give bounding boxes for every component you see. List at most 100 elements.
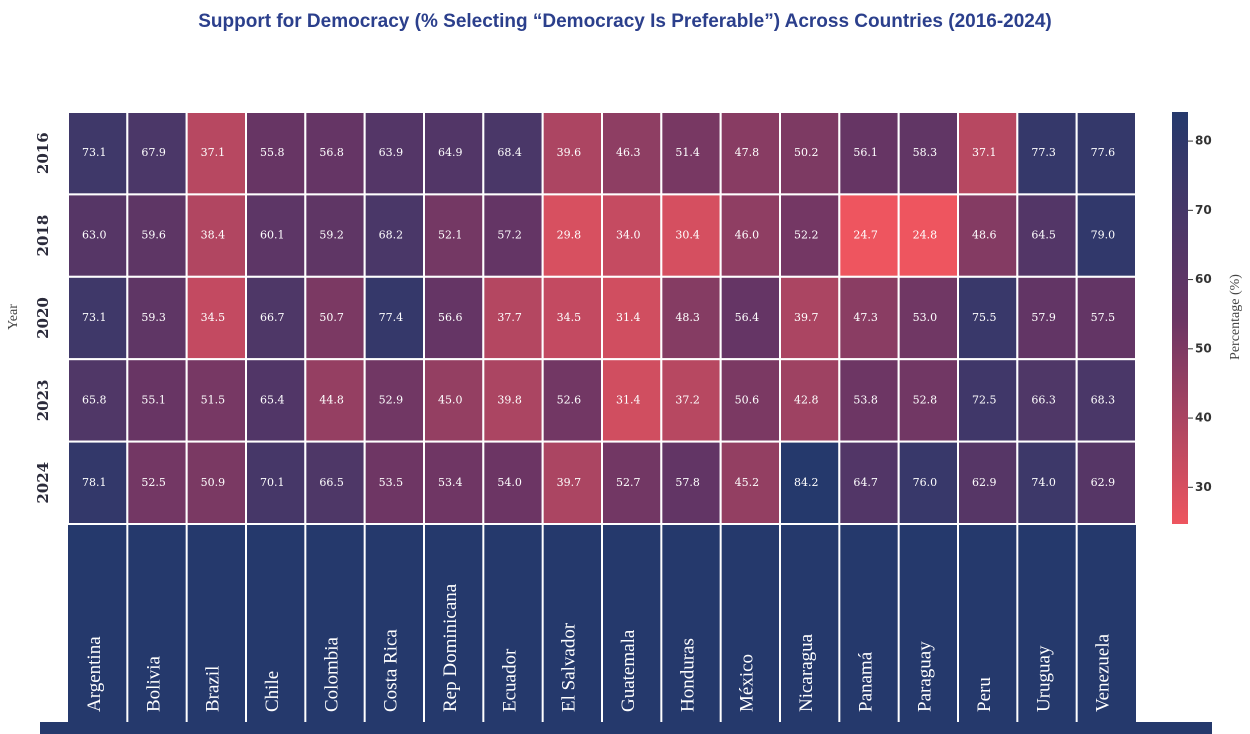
cell-label: 45.2 bbox=[735, 476, 760, 489]
cell-label: 31.4 bbox=[616, 393, 641, 406]
colorbar-label: Percentage (%) bbox=[1228, 274, 1243, 360]
heatmap-cell bbox=[1075, 358, 1137, 443]
heatmap-cell bbox=[245, 358, 307, 443]
cell-label: 31.4 bbox=[616, 311, 641, 324]
heatmap-cell bbox=[67, 111, 129, 196]
x-tick-label: Rep Dominicana bbox=[440, 583, 461, 712]
x-tick-label: Bolivia bbox=[143, 655, 164, 712]
heatmap-cell bbox=[482, 193, 544, 278]
cell-label: 57.8 bbox=[675, 476, 700, 489]
cell-label: 58.3 bbox=[913, 146, 938, 159]
cell-label: 39.6 bbox=[557, 146, 582, 159]
cell-label: 48.6 bbox=[972, 229, 997, 242]
heatmap-cell bbox=[67, 193, 129, 278]
cell-label: 79.0 bbox=[1091, 229, 1116, 242]
colorbar-tick-label: 70 bbox=[1195, 203, 1212, 217]
x-tick-label: Argentina bbox=[84, 636, 105, 712]
cell-label: 51.4 bbox=[675, 146, 700, 159]
heatmap-cell bbox=[245, 440, 307, 526]
y-tick-label: 2016 bbox=[34, 132, 52, 174]
cell-label: 59.3 bbox=[141, 311, 166, 324]
cell-label: 38.4 bbox=[201, 229, 226, 242]
cell-label: 56.8 bbox=[319, 146, 344, 159]
cell-label: 54.0 bbox=[497, 476, 522, 489]
heatmap-cell bbox=[838, 440, 900, 526]
cell-label: 44.8 bbox=[319, 393, 344, 406]
cell-label: 50.2 bbox=[794, 146, 819, 159]
cell-label: 62.9 bbox=[972, 476, 997, 489]
heatmap-cell bbox=[779, 440, 841, 526]
cell-label: 34.5 bbox=[201, 311, 226, 324]
cell-label: 48.3 bbox=[675, 311, 700, 324]
x-tick-label: El Salvador bbox=[559, 622, 580, 712]
heatmap-cell bbox=[126, 358, 188, 443]
y-tick-label: 2024 bbox=[34, 462, 52, 504]
cell-label: 66.7 bbox=[260, 311, 285, 324]
cell-label: 46.0 bbox=[735, 229, 760, 242]
cell-label: 73.1 bbox=[82, 146, 107, 159]
heatmap-cell bbox=[541, 275, 604, 361]
x-tick-label: Costa Rica bbox=[381, 629, 402, 712]
heatmap-cell bbox=[363, 358, 425, 443]
cell-label: 52.7 bbox=[616, 476, 641, 489]
x-tick-label: Guatemala bbox=[618, 629, 639, 712]
x-tick-label: Peru bbox=[974, 677, 995, 712]
heatmap-cell bbox=[719, 275, 782, 361]
cell-label: 76.0 bbox=[913, 476, 938, 489]
cell-label: 62.9 bbox=[1091, 476, 1116, 489]
heatmap-cell bbox=[897, 275, 960, 361]
cell-label: 70.1 bbox=[260, 476, 285, 489]
cell-label: 39.8 bbox=[497, 393, 522, 406]
heatmap-cell bbox=[126, 111, 188, 196]
heatmap-cell bbox=[482, 440, 544, 526]
cell-label: 60.1 bbox=[260, 229, 285, 242]
cell-label: 56.4 bbox=[735, 311, 760, 324]
heatmap-cell bbox=[185, 275, 248, 361]
cell-label: 37.1 bbox=[201, 146, 226, 159]
cell-label: 68.3 bbox=[1091, 393, 1116, 406]
x-tick-label: Chile bbox=[262, 671, 283, 712]
cell-label: 77.6 bbox=[1091, 146, 1116, 159]
cell-label: 57.2 bbox=[497, 229, 522, 242]
heatmap-cell bbox=[660, 358, 722, 443]
x-tick-label: Paraguay bbox=[915, 641, 936, 712]
heatmap-cell bbox=[304, 358, 366, 443]
cell-label: 68.4 bbox=[497, 146, 522, 159]
heatmap-cell bbox=[363, 193, 425, 278]
heatmap-cell bbox=[185, 111, 248, 196]
cell-label: 77.4 bbox=[379, 311, 404, 324]
heatmap-cell bbox=[423, 440, 485, 526]
colorbar-tick-label: 30 bbox=[1195, 480, 1212, 494]
cell-label: 59.6 bbox=[141, 229, 166, 242]
cell-label: 39.7 bbox=[794, 311, 819, 324]
x-tick-label: Ecuador bbox=[499, 648, 520, 712]
heatmap-cell bbox=[541, 111, 604, 196]
heatmap-cell bbox=[897, 111, 960, 196]
heatmap-cell bbox=[541, 358, 604, 443]
cell-label: 52.6 bbox=[557, 393, 582, 406]
cell-label: 24.8 bbox=[913, 229, 938, 242]
colorbar-tick-label: 40 bbox=[1195, 411, 1212, 425]
x-tick-label: Panamá bbox=[855, 651, 876, 712]
cell-label: 53.5 bbox=[379, 476, 404, 489]
heatmap-cell bbox=[1075, 275, 1137, 361]
heatmap-cell bbox=[838, 275, 900, 361]
cell-label: 64.9 bbox=[438, 146, 463, 159]
heatmap-cell bbox=[1075, 440, 1137, 526]
heatmap-cell bbox=[719, 193, 782, 278]
heatmap-cell bbox=[1075, 193, 1137, 278]
cell-label: 59.2 bbox=[319, 229, 344, 242]
heatmap-cell bbox=[957, 275, 1019, 361]
heatmap-cell bbox=[957, 111, 1019, 196]
cell-label: 57.5 bbox=[1091, 311, 1116, 324]
cell-label: 45.0 bbox=[438, 393, 463, 406]
heatmap-cell bbox=[779, 111, 841, 196]
cell-label: 84.2 bbox=[794, 476, 819, 489]
heatmap-cell bbox=[363, 440, 425, 526]
heatmap-cell bbox=[67, 358, 129, 443]
heatmap-cell bbox=[541, 440, 604, 526]
cell-label: 77.3 bbox=[1031, 146, 1056, 159]
heatmap-cell bbox=[838, 111, 900, 196]
cell-label: 68.2 bbox=[379, 229, 404, 242]
